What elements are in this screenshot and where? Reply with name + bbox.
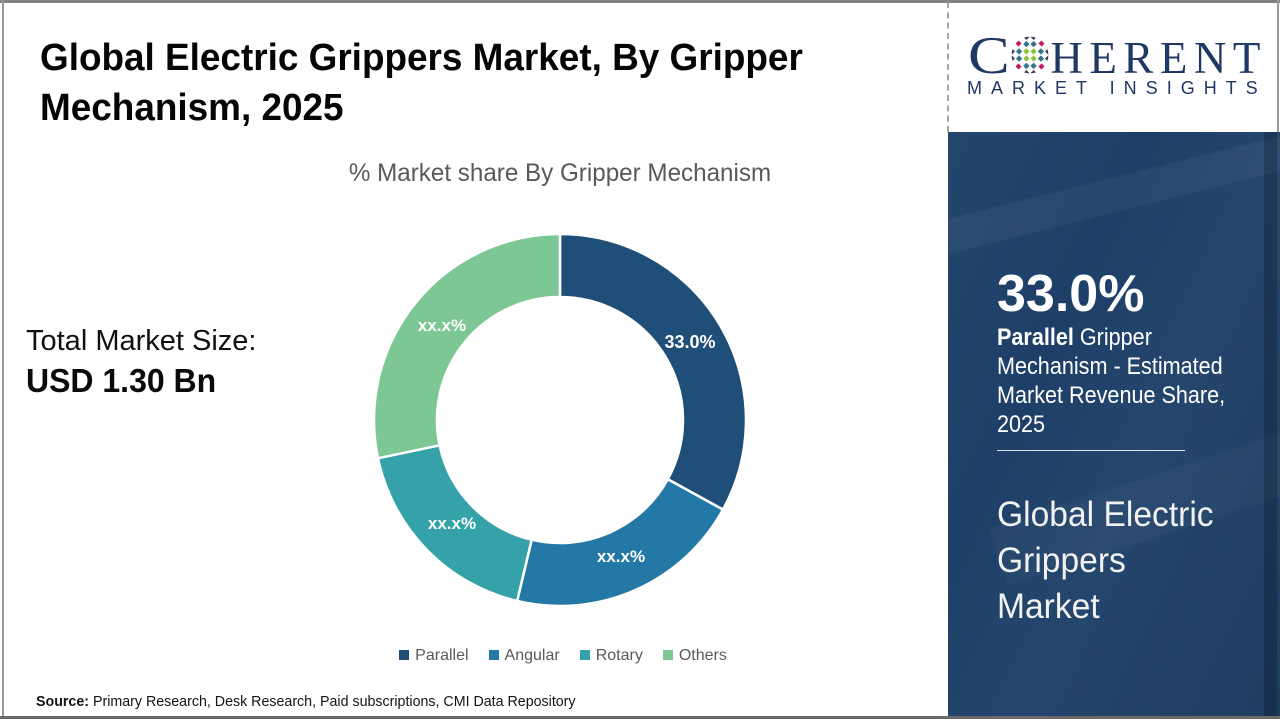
svg-text:xx.x%: xx.x% — [418, 316, 466, 335]
svg-text:xx.x%: xx.x% — [597, 547, 645, 566]
svg-text:xx.x%: xx.x% — [428, 514, 476, 533]
svg-text:33.0%: 33.0% — [664, 332, 715, 352]
